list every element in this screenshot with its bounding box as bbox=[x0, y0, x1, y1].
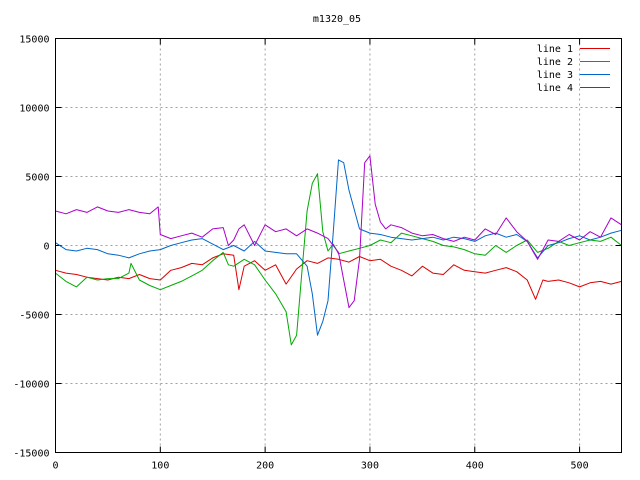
x-tick-label: 400 bbox=[466, 461, 484, 472]
legend-label-3: line 3 bbox=[537, 70, 573, 81]
y-tick-label: -10000 bbox=[13, 380, 49, 391]
legend-label-1: line 1 bbox=[537, 44, 573, 55]
y-tick-label: -15000 bbox=[13, 449, 49, 460]
series-lines bbox=[55, 155, 622, 346]
legend-label-4: line 4 bbox=[537, 83, 573, 94]
x-tick-label: 200 bbox=[256, 461, 274, 472]
y-tick-label: 15000 bbox=[19, 35, 49, 46]
axis-ticks: 0 100 200 300 400 500 -15000 -10000 -5000 0 5000 10… bbox=[13, 35, 622, 472]
plot-frame bbox=[55, 38, 622, 453]
x-tick-label: 500 bbox=[571, 461, 589, 472]
x-tick-label: 100 bbox=[151, 461, 169, 472]
y-tick-label: 10000 bbox=[19, 104, 49, 115]
legend: line 1 line 2 line 3 line 4 bbox=[537, 44, 610, 94]
y-tick-label: 0 bbox=[43, 242, 49, 253]
x-tick-label: 0 bbox=[52, 461, 58, 472]
legend-label-2: line 2 bbox=[537, 57, 573, 68]
x-tick-label: 300 bbox=[361, 461, 379, 472]
y-tick-label: -5000 bbox=[19, 311, 49, 322]
y-tick-label: 5000 bbox=[25, 173, 49, 184]
series-line-3 bbox=[55, 159, 622, 336]
series-line-1 bbox=[55, 253, 622, 300]
grid bbox=[55, 38, 622, 453]
chart-title: m1320_05 bbox=[313, 14, 361, 25]
series-line-4 bbox=[55, 155, 622, 309]
series-line-2 bbox=[55, 173, 622, 346]
